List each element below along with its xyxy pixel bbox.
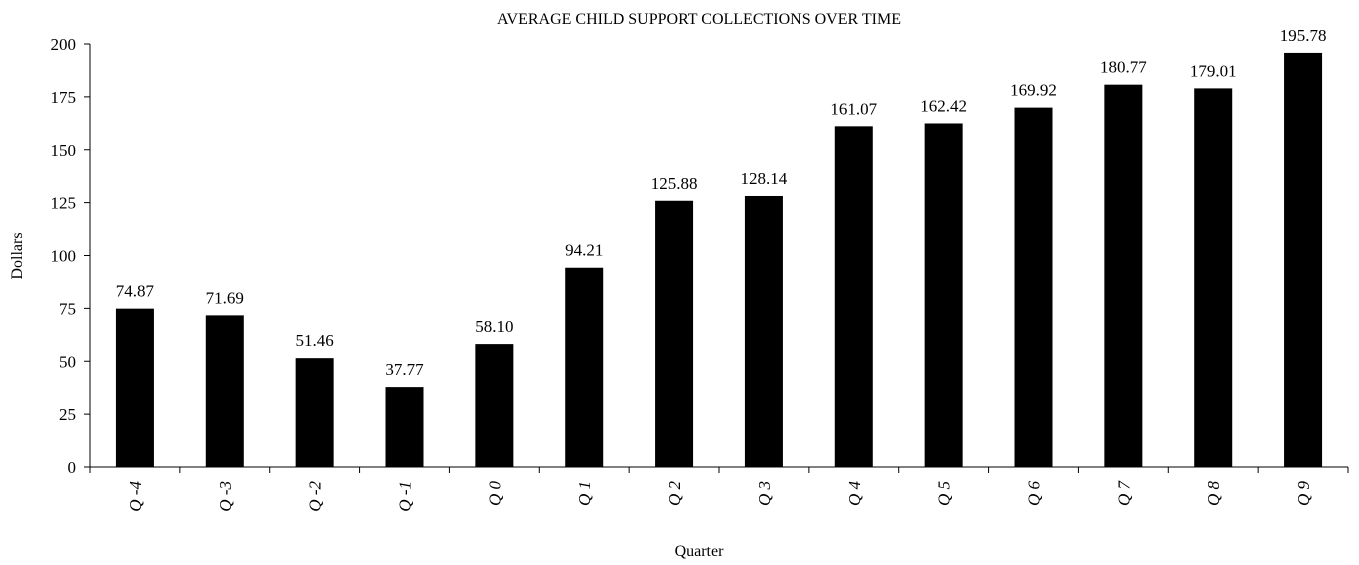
bar <box>385 387 424 467</box>
y-tick-label: 0 <box>68 458 77 477</box>
bar <box>475 344 514 467</box>
bar-value-label: 128.14 <box>741 169 788 188</box>
bar-value-label: 161.07 <box>830 99 877 118</box>
bar-value-label: 162.42 <box>920 96 967 115</box>
category-label: Q 5 <box>935 481 954 506</box>
y-axis-ticks: 0 25 50 75 100 125 150 175 200 <box>51 35 90 477</box>
bar <box>115 308 154 467</box>
bar <box>1014 107 1053 467</box>
bar <box>655 200 694 467</box>
bar-value-label: 58.10 <box>475 317 513 336</box>
bars <box>115 52 1323 468</box>
y-tick-label: 75 <box>59 299 76 318</box>
category-label: Q -1 <box>396 481 415 512</box>
bar <box>1284 52 1323 468</box>
bar <box>1194 88 1233 467</box>
category-label: Q 1 <box>575 481 594 506</box>
bar <box>834 126 873 468</box>
y-tick-label: 25 <box>59 405 76 424</box>
bar-value-label: 51.46 <box>296 331 334 350</box>
y-tick-label: 175 <box>51 88 77 107</box>
category-label: Q 2 <box>665 481 684 507</box>
bar-value-label: 180.77 <box>1100 58 1147 77</box>
category-label: Q 6 <box>1025 481 1044 507</box>
y-tick-label: 200 <box>51 35 77 54</box>
category-label: Q -2 <box>306 481 325 512</box>
bar-value-label: 74.87 <box>116 282 155 301</box>
category-label: Q 7 <box>1114 480 1133 507</box>
bar <box>565 267 604 467</box>
category-label: Q 4 <box>845 481 864 507</box>
chart-title: AVERAGE CHILD SUPPORT COLLECTIONS OVER T… <box>497 11 901 28</box>
x-axis-ticks <box>89 467 1349 473</box>
y-tick-label: 50 <box>59 352 76 371</box>
y-tick-label: 125 <box>51 194 77 213</box>
category-label: Q -3 <box>216 481 235 512</box>
category-label: Q 0 <box>485 481 504 507</box>
y-axis-title: Dollars <box>9 232 26 279</box>
y-tick-label: 100 <box>51 247 77 266</box>
bar-value-label: 94.21 <box>565 241 603 260</box>
category-label: Q -4 <box>126 481 145 512</box>
bar <box>295 358 334 467</box>
bar <box>744 195 783 468</box>
bar-value-label: 125.88 <box>651 174 698 193</box>
category-labels: Q -4 Q -3 Q -2 Q -1 Q 0 Q 1 Q 2 Q 3 Q 4 Q 5 Q 6 Q 7… <box>126 480 1313 512</box>
category-label: Q 8 <box>1204 481 1223 507</box>
bar <box>1104 84 1143 467</box>
x-axis-title: Quarter <box>675 543 725 560</box>
bar-value-label: 169.92 <box>1010 81 1057 100</box>
category-label: Q 9 <box>1294 481 1313 507</box>
data-labels: 74.87 71.69 51.46 37.77 58.10 94.21 125.88 128.… <box>116 26 1327 379</box>
bar-value-label: 37.77 <box>385 360 424 379</box>
bar-value-label: 195.78 <box>1280 26 1327 45</box>
bar-value-label: 71.69 <box>206 288 244 307</box>
y-tick-label: 150 <box>51 141 77 160</box>
bar-value-label: 179.01 <box>1190 61 1237 80</box>
bar <box>924 123 963 468</box>
category-label: Q 3 <box>755 481 774 506</box>
bar <box>205 315 244 467</box>
